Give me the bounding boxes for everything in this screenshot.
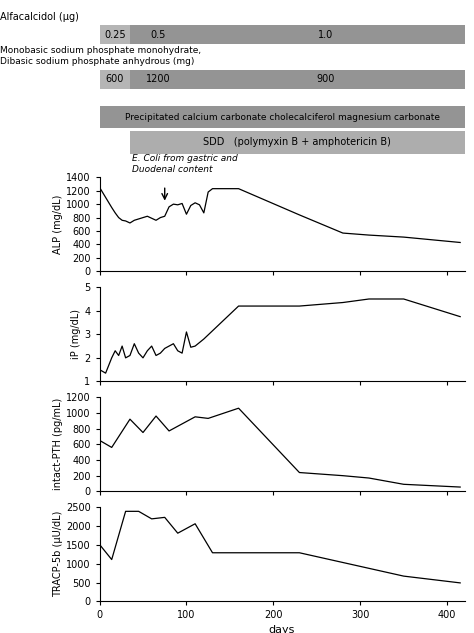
Text: Alfacalcidol (μg): Alfacalcidol (μg) [0,12,79,22]
Text: 1.0: 1.0 [318,30,333,40]
Text: 1200: 1200 [146,74,171,84]
Text: Precipitated calcium carbonate cholecalciferol magnesium carbonate: Precipitated calcium carbonate cholecalc… [125,113,439,122]
Text: SDD   (polymyxin B + amphotericin B): SDD (polymyxin B + amphotericin B) [203,137,391,147]
Y-axis label: TRACP-5b (μU/dL): TRACP-5b (μU/dL) [53,511,63,598]
Text: 900: 900 [316,74,335,84]
Text: Monobasic sodium phosphate monohydrate,
Dibasic sodium phosphate anhydrous (mg): Monobasic sodium phosphate monohydrate, … [0,46,201,66]
Y-axis label: intact-PTH (pg/mL): intact-PTH (pg/mL) [53,398,63,491]
Text: 0.25: 0.25 [104,30,126,40]
Text: 600: 600 [106,74,124,84]
X-axis label: days: days [269,625,295,633]
Text: E. Coli from gastric and
Duodenal content: E. Coli from gastric and Duodenal conten… [132,154,237,174]
Text: 0.5: 0.5 [151,30,166,40]
Y-axis label: iP (mg/dL): iP (mg/dL) [72,310,82,360]
Y-axis label: ALP (mg/dL): ALP (mg/dL) [53,194,63,254]
